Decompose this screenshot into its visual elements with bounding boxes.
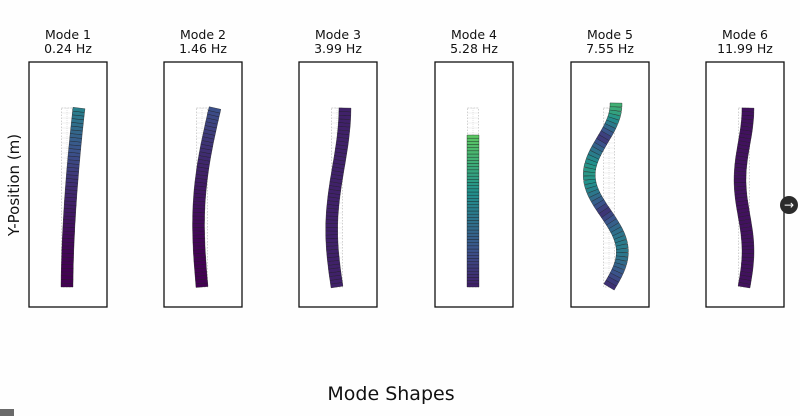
deformed-beam [583, 102, 629, 291]
deformed-beam [60, 107, 86, 288]
mode-title-2: Mode 2 1.46 Hz [153, 28, 253, 56]
mode-name: Mode 6 [722, 27, 768, 42]
mode-panel-6 [705, 61, 785, 308]
mode-name: Mode 3 [315, 27, 361, 42]
deformed-beam [733, 107, 755, 289]
deformed-beam [466, 134, 480, 288]
mode-panel-4 [434, 61, 514, 308]
mode-title-4: Mode 4 5.28 Hz [424, 28, 524, 56]
x-axis-label: Mode Shapes [327, 383, 455, 405]
deformed-beam [192, 106, 222, 288]
mode-frequency: 3.99 Hz [314, 41, 362, 56]
deformed-beam [325, 107, 352, 289]
mode-title-3: Mode 3 3.99 Hz [288, 28, 388, 56]
corner-badge [0, 409, 14, 416]
mode-panel-5 [570, 61, 650, 308]
mode-name: Mode 5 [587, 27, 633, 42]
mode-name: Mode 2 [180, 27, 226, 42]
mode-frame [570, 61, 650, 308]
mode-title-6: Mode 6 11.99 Hz [695, 28, 795, 56]
arrow-right-icon: → [783, 198, 795, 212]
mode-panel-3 [298, 61, 378, 308]
y-axis-label: Y-Position (m) [5, 133, 23, 237]
next-arrow-button[interactable]: → [780, 196, 798, 214]
mode-frequency: 5.28 Hz [450, 41, 498, 56]
mode-panel-2 [163, 61, 243, 308]
mode-panel-1 [28, 61, 108, 308]
mode-title-1: Mode 1 0.24 Hz [18, 28, 118, 56]
mode-frequency: 7.55 Hz [586, 41, 634, 56]
mode-frequency: 11.99 Hz [717, 41, 773, 56]
mode-frequency: 1.46 Hz [179, 41, 227, 56]
mode-frequency: 0.24 Hz [44, 41, 92, 56]
mode-name: Mode 1 [45, 27, 91, 42]
mode-name: Mode 4 [451, 27, 497, 42]
mode-title-5: Mode 5 7.55 Hz [560, 28, 660, 56]
